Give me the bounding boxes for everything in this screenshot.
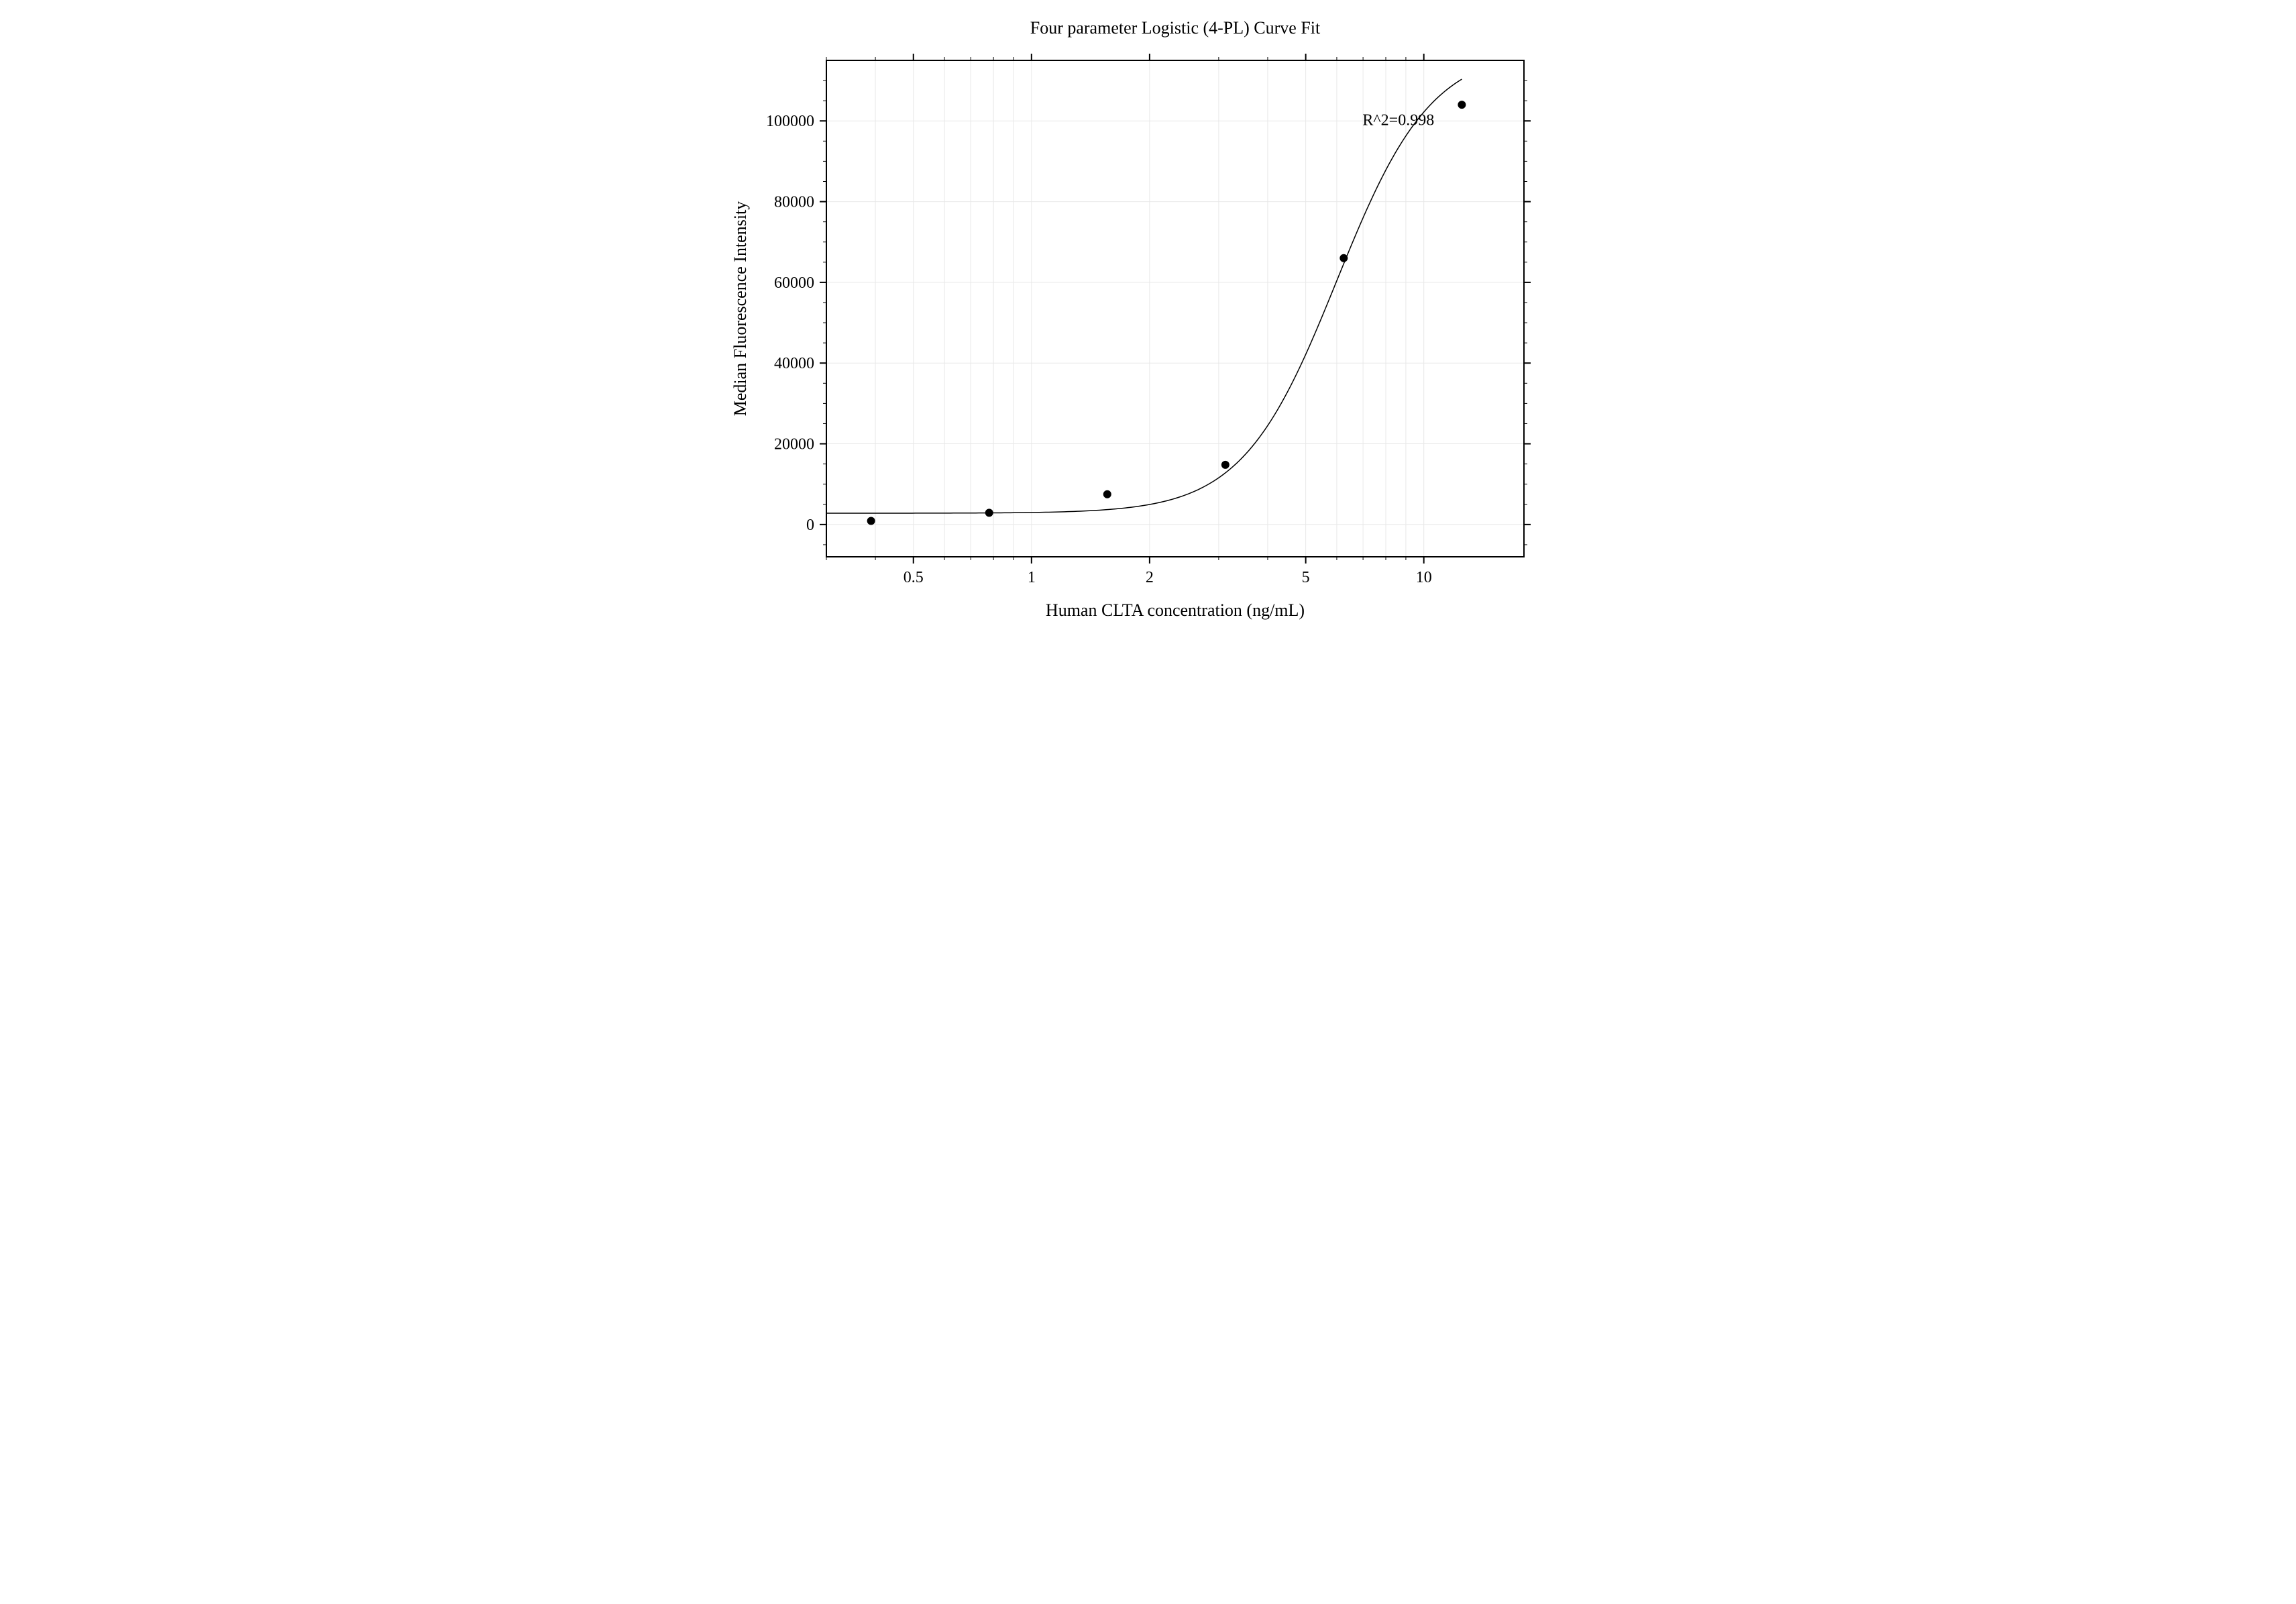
chart-title: Four parameter Logistic (4-PL) Curve Fit [1030,18,1320,38]
x-tick-label: 2 [1145,569,1153,586]
y-tick-label: 20000 [774,436,814,453]
x-tick-label: 10 [1415,569,1431,586]
y-axis-label: Median Fluorescence Intensity [730,201,750,417]
chart-container: Four parameter Logistic (4-PL) Curve Fit… [639,0,1658,712]
x-tick-label: 1 [1027,569,1035,586]
r-squared-annotation: R^2=0.998 [1362,111,1434,129]
chart-svg: Four parameter Logistic (4-PL) Curve Fit… [639,0,1658,712]
data-point [1221,461,1229,469]
y-tick-label: 100000 [766,113,814,130]
x-tick-label: 5 [1301,569,1309,586]
y-tick-label: 80000 [774,194,814,211]
y-tick-label: 40000 [774,355,814,372]
y-tick-label: 60000 [774,274,814,292]
y-tick-label: 0 [806,517,814,534]
data-point [985,509,993,517]
data-point [867,517,875,525]
x-axis-label: Human CLTA concentration (ng/mL) [1045,600,1304,620]
data-point [1103,490,1111,498]
x-tick-label: 0.5 [903,569,923,586]
data-point [1458,101,1466,109]
data-point [1340,254,1348,262]
